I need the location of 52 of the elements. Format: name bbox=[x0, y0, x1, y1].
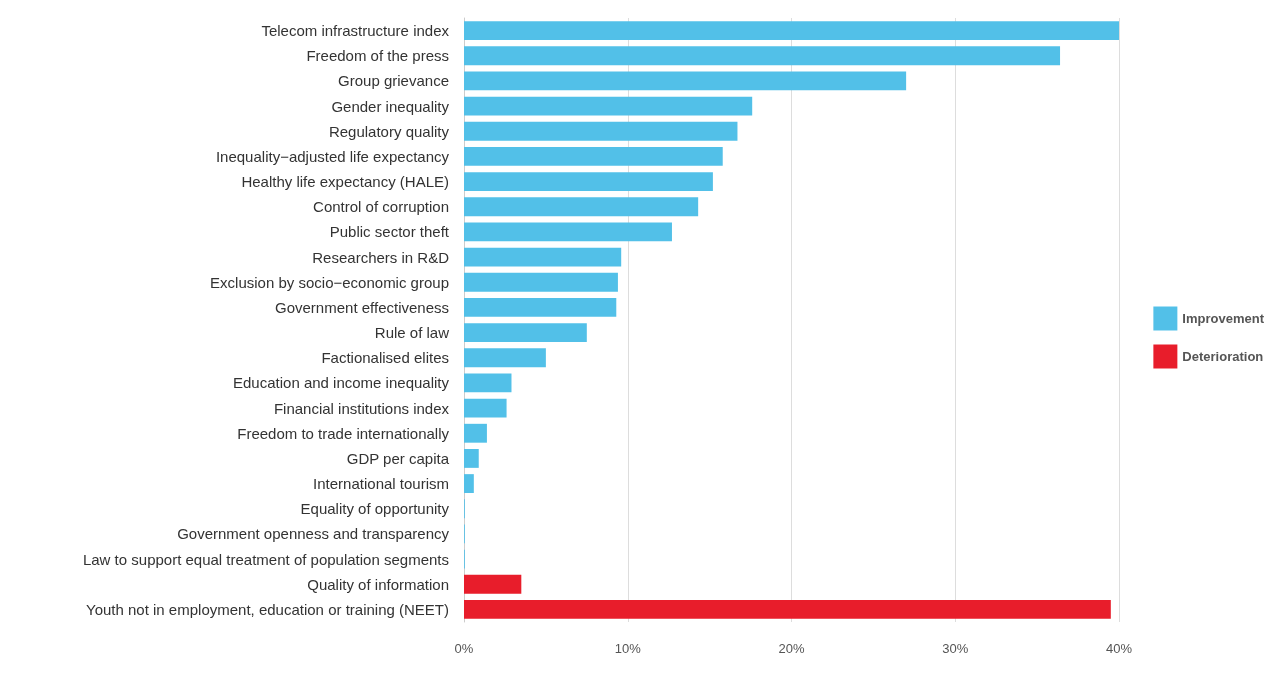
y-tick-label: Law to support equal treatment of population segments bbox=[82, 550, 449, 568]
bar bbox=[464, 599, 1111, 619]
y-tick-label: Control of corruption bbox=[313, 198, 449, 216]
y-tick-label: Government openness and transparency bbox=[177, 525, 450, 543]
x-tick-label: 10% bbox=[614, 641, 642, 656]
bar bbox=[464, 272, 618, 292]
y-tick-label: Financial institutions index bbox=[273, 399, 450, 417]
y-tick-label: Quality of information bbox=[307, 575, 449, 593]
y-tick-label: Gender inequality bbox=[331, 97, 450, 115]
y-tick-label: Education and income inequality bbox=[233, 374, 450, 392]
bar bbox=[464, 222, 672, 242]
bar bbox=[464, 247, 622, 267]
y-tick-label: Inequality−adjusted life expectancy bbox=[215, 147, 450, 165]
bar bbox=[464, 348, 546, 368]
y-tick-label: Equality of opportunity bbox=[300, 500, 450, 518]
y-tick-label: Telecom infrastructure index bbox=[261, 22, 450, 40]
y-tick-label: Exclusion by socio−economic group bbox=[210, 273, 449, 291]
bar bbox=[464, 474, 474, 494]
bar bbox=[464, 71, 907, 91]
y-tick-label: Freedom of the press bbox=[306, 47, 449, 65]
y-tick-label: Healthy life expectancy (HALE) bbox=[241, 173, 449, 191]
bar bbox=[464, 197, 699, 217]
legend-label: Deterioration bbox=[1182, 349, 1264, 364]
bar bbox=[464, 323, 587, 343]
y-tick-label: Youth not in employment, education or training (NEET) bbox=[86, 600, 449, 618]
x-tick-label: 40% bbox=[1105, 641, 1133, 656]
bar bbox=[464, 423, 487, 443]
y-tick-label: Researchers in R&D bbox=[312, 248, 450, 266]
bar bbox=[464, 373, 512, 393]
bar bbox=[464, 146, 723, 166]
bar bbox=[464, 297, 617, 317]
bar bbox=[464, 574, 522, 594]
bar bbox=[464, 21, 1119, 41]
y-tick-label: Freedom to trade internationally bbox=[237, 424, 450, 442]
y-tick-label: GDP per capita bbox=[346, 449, 450, 467]
bar bbox=[464, 448, 479, 468]
bar bbox=[464, 172, 713, 192]
y-tick-label: Group grievance bbox=[338, 72, 449, 90]
x-tick-label: 0% bbox=[454, 641, 474, 656]
y-tick-label: Public sector theft bbox=[329, 223, 450, 241]
bar bbox=[464, 96, 753, 116]
bar bbox=[464, 398, 507, 418]
bar bbox=[464, 46, 1061, 66]
y-tick-label: Factionalised elites bbox=[321, 349, 449, 367]
x-tick-label: 20% bbox=[778, 641, 805, 656]
bar bbox=[464, 121, 738, 141]
x-tick-label: 30% bbox=[942, 641, 969, 656]
y-tick-label: Regulatory quality bbox=[328, 122, 450, 140]
y-tick-label: Government effectiveness bbox=[275, 298, 449, 316]
y-tick-label: International tourism bbox=[313, 475, 449, 493]
y-tick-label: Rule of law bbox=[374, 324, 450, 342]
legend-label: Improvement bbox=[1182, 311, 1265, 326]
